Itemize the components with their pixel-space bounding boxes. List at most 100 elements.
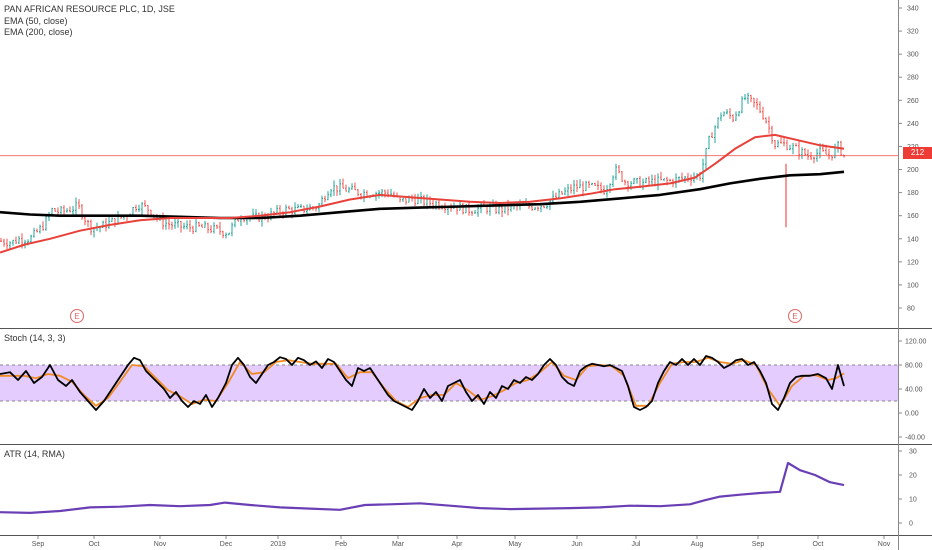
price-tick-label: 340 xyxy=(907,6,919,13)
time-tick-label: Apr xyxy=(452,541,464,548)
candle xyxy=(663,178,665,182)
candle xyxy=(228,232,230,236)
time-tick-label: Nov xyxy=(878,541,891,548)
candle xyxy=(297,204,299,209)
candle xyxy=(189,219,191,232)
candle xyxy=(711,132,713,138)
time-tick-label: Aug xyxy=(691,541,704,548)
candle xyxy=(87,219,89,228)
candle xyxy=(624,179,626,186)
ema50-legend[interactable]: EMA (50, close) xyxy=(4,16,68,26)
price-tick-label: 320 xyxy=(907,29,919,36)
candle xyxy=(138,204,140,213)
candle xyxy=(180,220,182,233)
stoch-tick-label: 40.00 xyxy=(905,387,923,394)
candle xyxy=(81,204,83,220)
time-tick-label: Nov xyxy=(154,541,167,548)
candle xyxy=(723,111,725,117)
candle xyxy=(222,230,224,239)
candle xyxy=(579,179,581,189)
price-tick-label: 100 xyxy=(907,282,919,289)
candle xyxy=(756,98,758,110)
atr-pane[interactable] xyxy=(0,461,845,514)
candle xyxy=(633,177,635,185)
candle xyxy=(288,205,290,210)
candle xyxy=(804,148,806,156)
candle xyxy=(702,158,704,183)
candle xyxy=(573,179,575,195)
earnings-circle xyxy=(70,309,84,323)
stoch-band xyxy=(0,365,898,401)
candle xyxy=(327,191,329,201)
candle xyxy=(219,221,221,235)
candle xyxy=(462,203,464,215)
candle xyxy=(810,152,812,161)
candle xyxy=(501,205,503,218)
candle xyxy=(744,94,746,101)
last-price-tag: 212 xyxy=(903,147,932,159)
candle xyxy=(636,178,638,184)
candle xyxy=(777,139,779,148)
candle xyxy=(30,234,32,243)
earnings-label: E xyxy=(792,312,797,321)
candle xyxy=(732,114,734,123)
candle xyxy=(177,217,179,228)
candle xyxy=(768,116,770,134)
stoch-legend[interactable]: Stoch (14, 3, 3) xyxy=(4,333,66,343)
price-tick-label: 80 xyxy=(907,306,915,313)
candle xyxy=(405,198,407,205)
candle xyxy=(18,235,20,244)
candle xyxy=(537,206,539,212)
earnings-marker[interactable]: E xyxy=(70,309,84,323)
candle xyxy=(567,183,569,196)
candle xyxy=(660,171,662,181)
candle xyxy=(801,147,803,160)
candle xyxy=(795,143,797,147)
candle xyxy=(183,222,185,230)
price-tick-label: 260 xyxy=(907,98,919,105)
candle xyxy=(585,180,587,192)
candle xyxy=(807,149,809,160)
candle xyxy=(603,185,605,195)
candle xyxy=(141,201,143,215)
candle xyxy=(558,188,560,199)
candle xyxy=(570,184,572,194)
earnings-marker[interactable]: E xyxy=(788,309,802,323)
candle xyxy=(792,142,794,155)
candle xyxy=(753,97,755,108)
candle xyxy=(741,96,743,114)
candle xyxy=(216,224,218,230)
candle xyxy=(789,144,791,151)
price-tick-label: 140 xyxy=(907,236,919,243)
candle xyxy=(618,164,620,174)
candle xyxy=(36,228,38,233)
stoch-pane[interactable] xyxy=(0,355,898,411)
candle xyxy=(423,194,425,207)
candle xyxy=(774,139,776,150)
candle xyxy=(750,94,752,103)
candle xyxy=(813,156,815,164)
candle xyxy=(324,195,326,203)
candle xyxy=(555,192,557,199)
candle xyxy=(621,171,623,183)
symbol-title[interactable]: PAN AFRICAN RESOURCE PLC, 1D, JSE xyxy=(4,4,175,14)
atr-legend[interactable]: ATR (14, RMA) xyxy=(4,449,65,459)
candle xyxy=(612,175,614,187)
candle xyxy=(762,106,764,120)
time-tick-label: Jun xyxy=(571,541,582,548)
candle xyxy=(300,204,302,208)
candle xyxy=(348,186,350,193)
price-tick-label: 160 xyxy=(907,213,919,220)
candle xyxy=(627,180,629,192)
candle xyxy=(171,221,173,230)
candle xyxy=(729,108,731,119)
candle xyxy=(0,237,2,242)
candle xyxy=(681,172,683,181)
candle xyxy=(576,180,578,192)
atr-line xyxy=(0,461,845,514)
candle xyxy=(204,220,206,228)
ema200-legend[interactable]: EMA (200, close) xyxy=(4,27,73,37)
